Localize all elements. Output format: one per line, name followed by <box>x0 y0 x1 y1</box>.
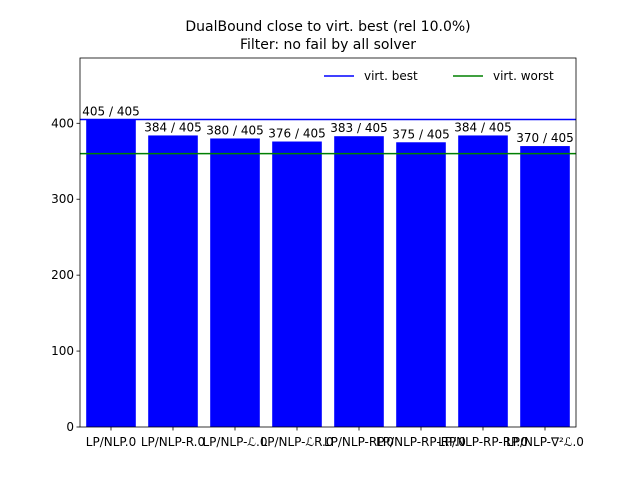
y-tick-label: 0 <box>66 420 74 434</box>
plot-area: 405 / 405 384 / 405 380 / 405 376 / 405 383 … <box>51 57 584 449</box>
legend-label: virt. worst <box>493 69 554 83</box>
bar <box>272 141 322 427</box>
x-tick-label: LP/NLP.0 <box>86 435 136 449</box>
bar-value-label: 376 / 405 <box>268 127 325 141</box>
bar <box>148 135 198 427</box>
bar-value-label: 375 / 405 <box>392 127 449 141</box>
bar-value-label: 383 / 405 <box>330 121 387 135</box>
axes-frame <box>79 57 577 428</box>
x-tick-label: LP/NLP-RP-RP.0 <box>376 435 466 449</box>
x-tick-label: LP/NLP-RP-RP.0 <box>438 435 528 449</box>
chart-title-line2: Filter: no fail by all solver <box>240 37 416 53</box>
bar <box>86 119 136 427</box>
bar-value-label: 384 / 405 <box>144 120 201 134</box>
bar-value-label: 405 / 405 <box>82 105 139 119</box>
bar <box>520 146 570 427</box>
bar-value-label: 370 / 405 <box>516 131 573 145</box>
bar-value-label: 380 / 405 <box>206 123 263 137</box>
y-tick-label: 100 <box>51 344 74 358</box>
x-tick-label: LP/NLP-∇²ℒ.0 <box>506 435 584 449</box>
x-tick-label: LP/NLP-ℒR.0 <box>261 435 334 449</box>
bar <box>396 142 446 427</box>
x-tick-label: LP/NLP-RP.0 <box>324 435 394 449</box>
chart-title-line1: DualBound close to virt. best (rel 10.0%… <box>185 19 470 35</box>
y-tick-label: 300 <box>51 192 74 206</box>
bar-value-label: 384 / 405 <box>454 120 511 134</box>
bar <box>334 136 384 427</box>
legend-label: virt. best <box>364 69 418 83</box>
bar <box>210 138 260 427</box>
x-tick-label: LP/NLP-R.0 <box>141 435 205 449</box>
bar <box>458 135 508 427</box>
y-tick-label: 200 <box>51 268 74 282</box>
y-tick-label: 400 <box>51 116 74 130</box>
legend: virt. best virt. worst <box>324 69 554 83</box>
x-tick-label: LP/NLP-ℒ.0 <box>202 435 267 449</box>
